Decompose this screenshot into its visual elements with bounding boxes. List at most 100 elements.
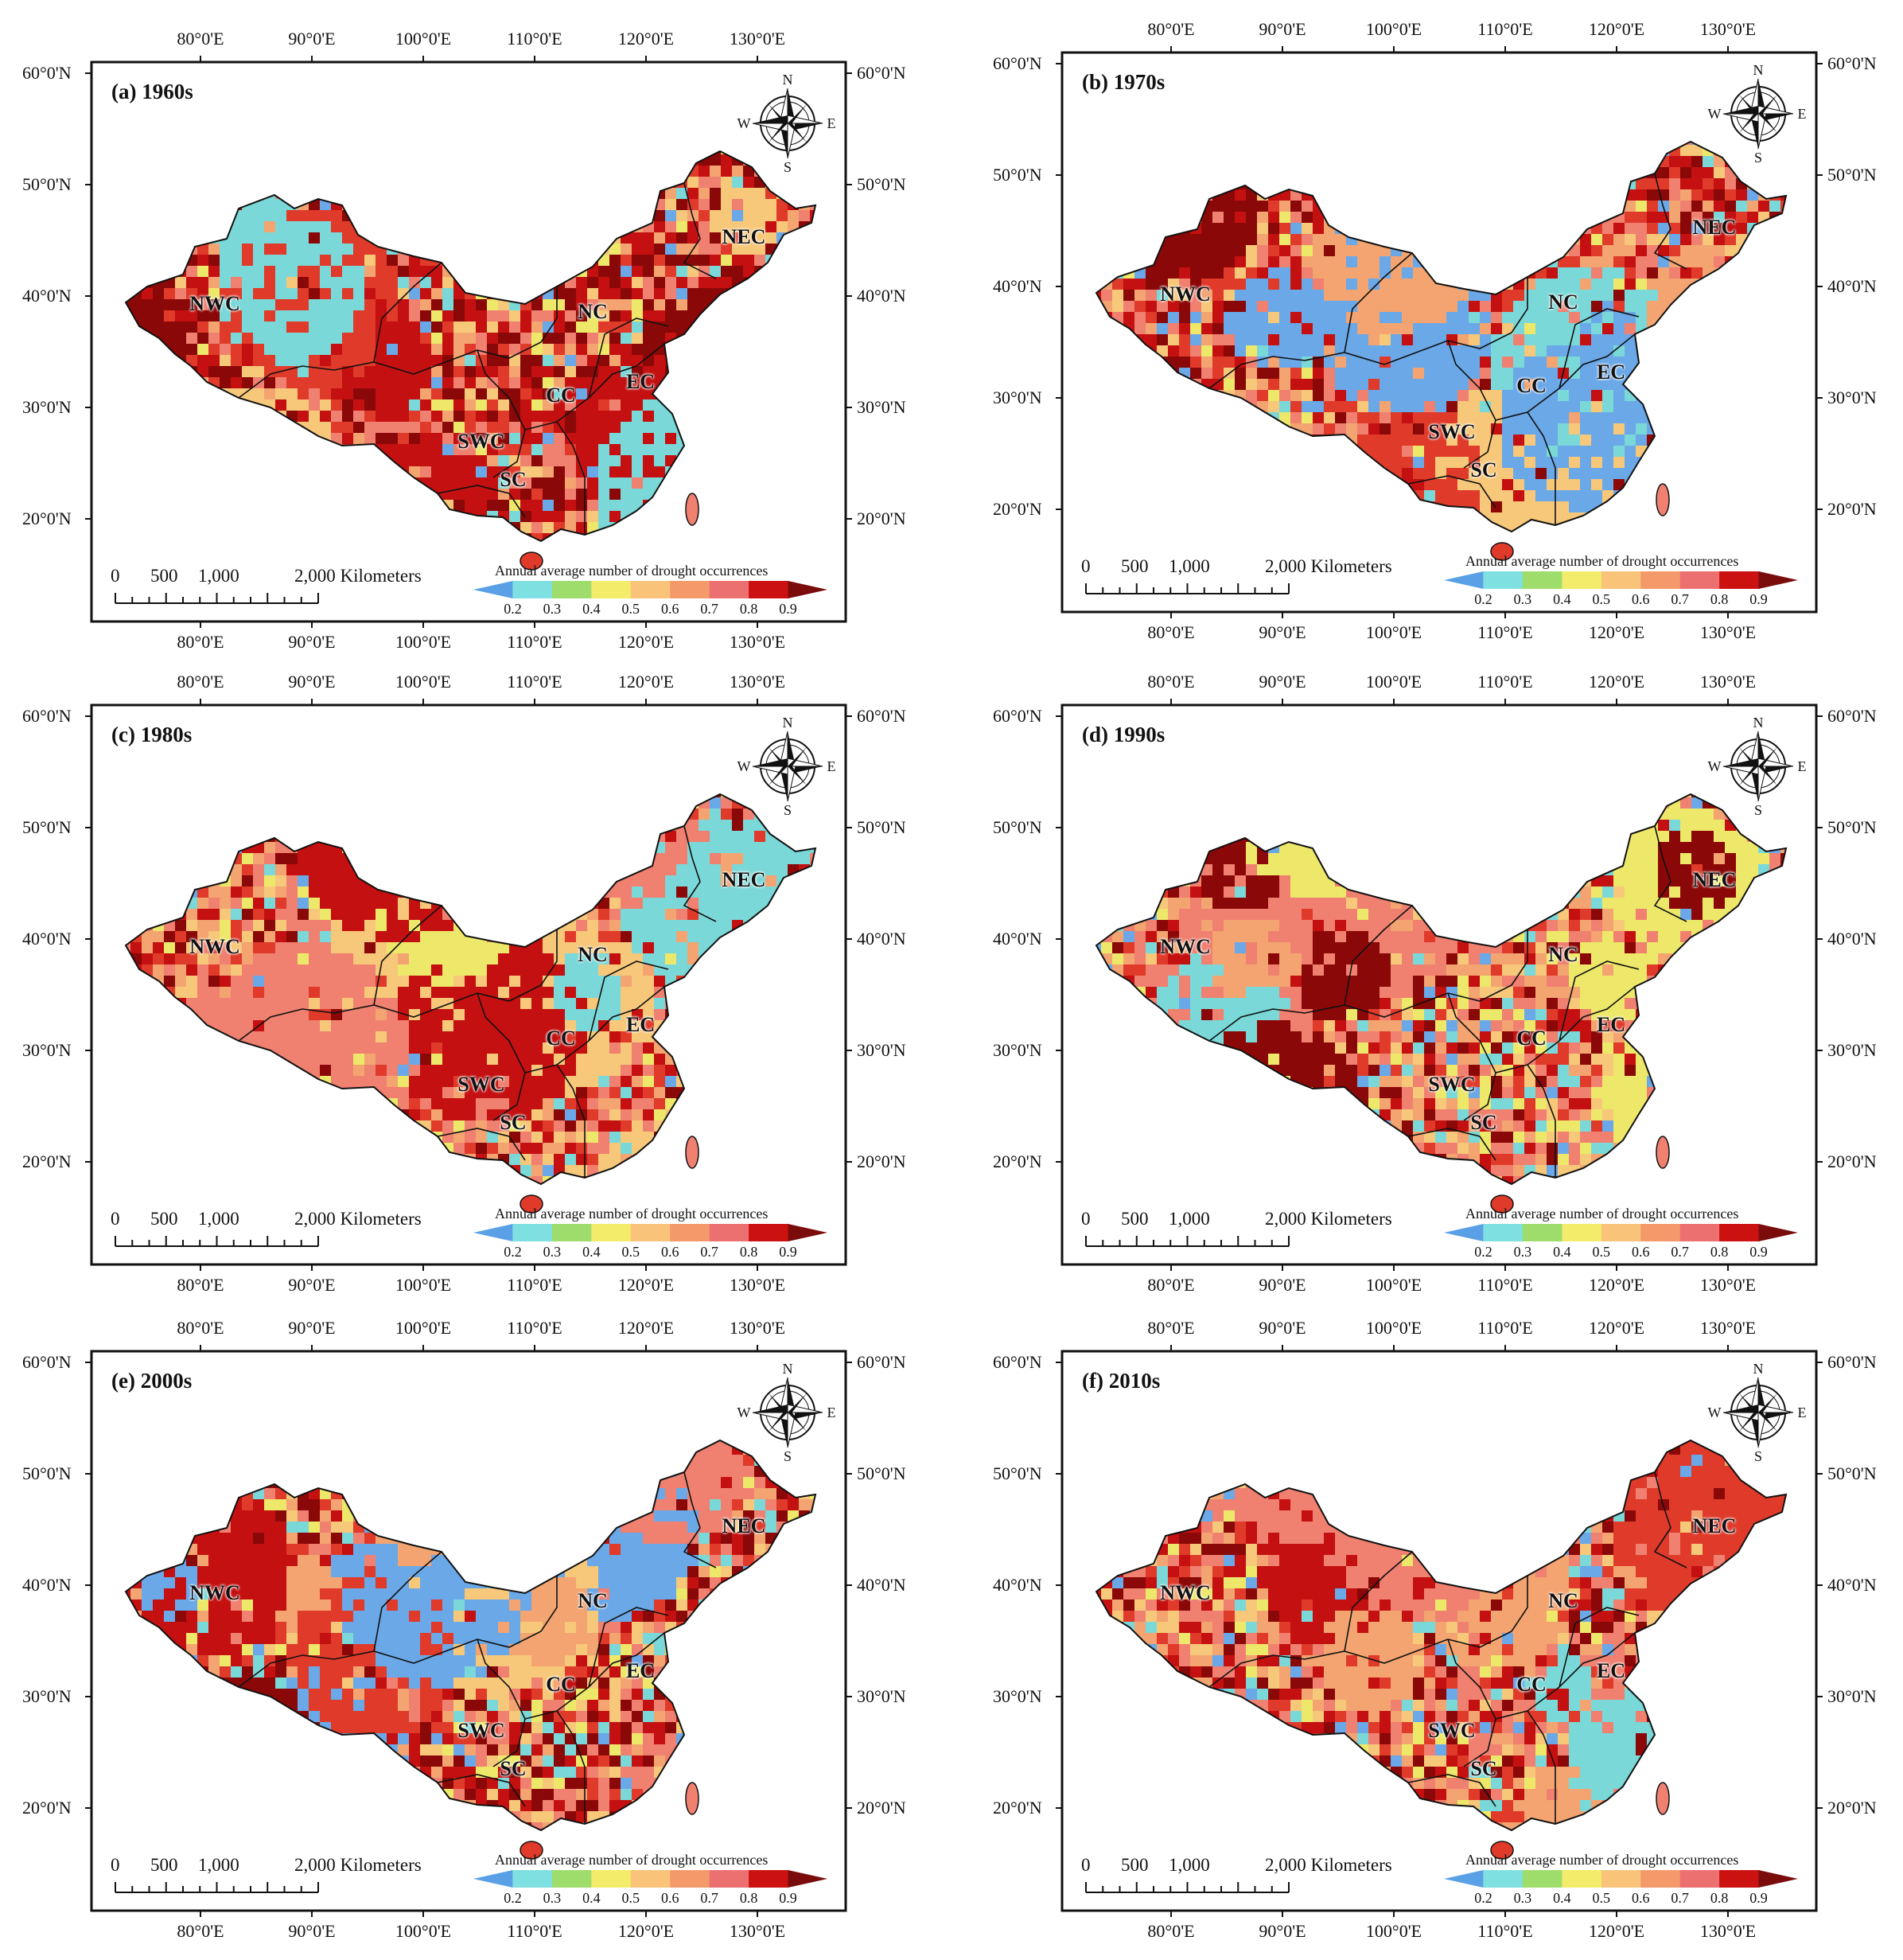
scale-bar-label: 2,000 Kilometers	[1265, 556, 1392, 576]
legend-swatch	[1601, 1870, 1641, 1888]
legend-tick-label: 0.3	[543, 601, 562, 617]
legend-tick-label: 0.6	[1631, 591, 1650, 607]
region-label-sc: SC	[1470, 458, 1497, 481]
taiwan-island	[1656, 1782, 1670, 1815]
latitude-label-right: 40°0'N	[857, 286, 906, 306]
longitude-label-bottom: 80°0'E	[1147, 622, 1195, 642]
legend-tick-label: 0.6	[660, 601, 679, 617]
scale-bar	[115, 1882, 319, 1893]
region-border	[1344, 905, 1413, 1006]
legend-swatch	[1601, 1224, 1641, 1241]
longitude-label-bottom: 90°0'E	[288, 1275, 336, 1295]
latitude-label-left: 50°0'N	[22, 817, 72, 837]
longitude-label-top: 130°0'E	[1699, 1318, 1757, 1338]
region-border	[556, 986, 665, 1066]
latitude-label-right: 40°0'N	[1827, 1575, 1877, 1595]
legend-tick-label: 0.8	[739, 601, 758, 617]
compass-w-label: W	[1707, 758, 1722, 774]
legend-tick-label: 0.9	[779, 601, 797, 617]
legend-swatch	[473, 1224, 513, 1241]
latitude-label-right: 50°0'N	[1827, 1463, 1877, 1483]
legend-tick-label: 0.8	[1710, 1890, 1729, 1906]
region-border	[1495, 1710, 1556, 1824]
legend-tick-label: 0.6	[660, 1890, 679, 1906]
legend-tick-label: 0.7	[1671, 591, 1689, 607]
longitude-label-top: 120°0'E	[617, 29, 675, 49]
map-canvas	[85, 56, 852, 628]
taiwan-island	[1656, 483, 1670, 516]
longitude-label-bottom: 110°0'E	[1477, 1921, 1533, 1941]
region-label-sc: SC	[500, 468, 527, 491]
scale-bar-label: 1,000	[198, 566, 239, 586]
scale-bar-label: 1,000	[1169, 1855, 1210, 1875]
region-label-cc: CC	[1516, 1027, 1547, 1050]
region-border	[477, 992, 526, 1121]
compass-e-label: E	[1797, 106, 1807, 122]
legend-title: Annual average number of drought occurre…	[495, 1206, 769, 1222]
region-border	[588, 961, 669, 1042]
latitude-label-left: 30°0'N	[22, 1040, 72, 1060]
longitude-label-top: 90°0'E	[1259, 1318, 1306, 1338]
longitude-label-bottom: 100°0'E	[395, 1921, 452, 1941]
longitude-label-bottom: 100°0'E	[1365, 1921, 1422, 1941]
compass-e-label: E	[827, 115, 836, 131]
latitude-label-right: 30°0'N	[857, 1040, 906, 1060]
legend-tick-label: 0.7	[700, 601, 718, 617]
region-border	[556, 343, 665, 423]
legend-swatch	[1758, 571, 1798, 589]
region-label-nec: NEC	[722, 1514, 766, 1537]
longitude-label-top: 110°0'E	[507, 672, 562, 692]
scale-bar-label: 500	[150, 566, 178, 586]
legend-tick-label: 0.4	[1553, 1244, 1571, 1260]
hainan-island	[520, 1841, 543, 1860]
region-border	[1447, 340, 1496, 469]
legend-swatch	[630, 581, 671, 598]
longitude-label-bottom: 80°0'E	[177, 632, 224, 652]
latitude-label-left: 50°0'N	[993, 1463, 1042, 1483]
legend-swatch	[1679, 1870, 1720, 1888]
region-border	[373, 262, 442, 363]
latitude-label-right: 50°0'N	[1827, 817, 1877, 837]
region-label-ec: EC	[1596, 1013, 1626, 1036]
region-label-ec: EC	[1596, 1659, 1626, 1682]
legend-ramp	[473, 1224, 827, 1241]
legend-tick-label: 0.8	[739, 1244, 758, 1260]
longitude-label-top: 110°0'E	[1477, 19, 1533, 39]
legend-swatch	[473, 1870, 513, 1888]
region-border	[1527, 333, 1636, 413]
region-label-nwc: NWC	[189, 935, 240, 958]
hainan-island	[520, 1194, 543, 1214]
latitude-label-left: 40°0'N	[22, 929, 72, 949]
longitude-label-bottom: 90°0'E	[288, 632, 336, 652]
region-border	[1653, 173, 1687, 270]
longitude-label-top: 80°0'E	[1147, 672, 1195, 692]
latitude-label-left: 20°0'N	[22, 509, 72, 528]
compass-s-label: S	[783, 802, 792, 818]
map-panel-2: (b) 1970s 80°0'E 80°0'E 90°0'E 90°0'E 100°0'E…	[971, 0, 1903, 641]
country-outline	[1095, 793, 1788, 1186]
region-label-swc: SWC	[457, 1073, 505, 1096]
compass-n-label: N	[1753, 715, 1764, 731]
map-panel-6: (f) 2010s 80°0'E 80°0'E 90°0'E 90°0'E 100°0'E…	[971, 1289, 1903, 1940]
legend-swatch	[1483, 571, 1524, 589]
scale-bar-label: 500	[150, 1855, 178, 1875]
legend-swatch	[788, 581, 827, 598]
legend-swatch	[1719, 571, 1760, 589]
hainan-island	[1490, 1841, 1514, 1860]
scale-bar-label: 2,000 Kilometers	[294, 566, 422, 586]
legend-tick-label: 0.9	[1749, 1890, 1768, 1906]
longitude-label-bottom: 110°0'E	[507, 1921, 562, 1941]
longitude-label-top: 110°0'E	[507, 29, 562, 49]
latitude-label-right: 20°0'N	[857, 509, 906, 528]
legend-title: Annual average number of drought occurre…	[495, 1852, 769, 1868]
latitude-label-left: 30°0'N	[22, 397, 72, 417]
region-border	[1527, 1632, 1636, 1712]
region-label-nec: NEC	[722, 868, 766, 891]
legend-tick-label: 0.9	[1749, 1244, 1768, 1260]
legend-swatch	[1758, 1870, 1798, 1888]
legend-swatch	[591, 1224, 632, 1241]
region-border	[437, 1774, 526, 1807]
legend-ramp	[1444, 1870, 1798, 1888]
compass-w-label: W	[737, 758, 751, 774]
latitude-label-right: 40°0'N	[1827, 929, 1877, 949]
